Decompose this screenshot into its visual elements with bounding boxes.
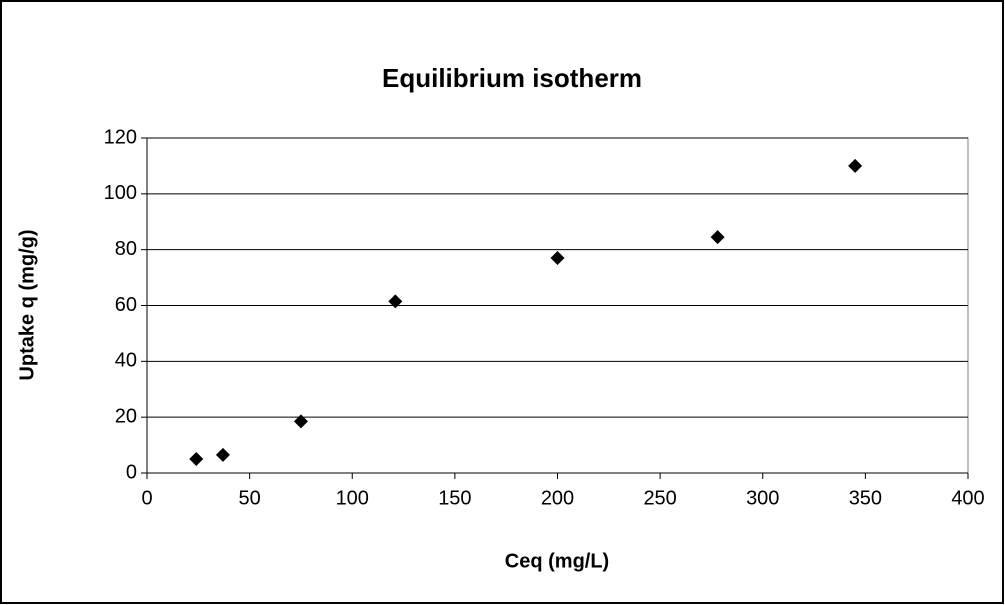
data-point xyxy=(215,447,230,462)
data-point xyxy=(388,294,403,309)
y-tick-label: 80 xyxy=(115,238,137,260)
x-tick-label: 100 xyxy=(336,487,369,509)
x-tick-label: 250 xyxy=(643,487,676,509)
y-tick-label: 40 xyxy=(115,350,137,372)
x-tick-label: 300 xyxy=(746,487,779,509)
data-point xyxy=(293,414,308,429)
x-tick-label: 150 xyxy=(438,487,471,509)
x-axis-label: Ceq (mg/L) xyxy=(505,550,609,572)
chart-title: Equilibrium isotherm xyxy=(382,63,642,93)
x-tick-label: 0 xyxy=(141,487,152,509)
y-tick-label: 20 xyxy=(115,405,137,427)
data-point xyxy=(550,251,565,266)
data-point xyxy=(189,452,204,467)
y-tick-label: 120 xyxy=(104,126,137,148)
x-tick-label: 350 xyxy=(849,487,882,509)
x-tick-label: 50 xyxy=(239,487,261,509)
y-tick-label: 60 xyxy=(115,294,137,316)
data-point xyxy=(848,158,863,173)
x-tick-label: 200 xyxy=(541,487,574,509)
y-tick-label: 0 xyxy=(126,461,137,483)
data-point xyxy=(710,230,725,245)
x-tick-label: 400 xyxy=(951,487,984,509)
y-axis-label: Uptake q (mg/g) xyxy=(16,229,38,380)
y-tick-label: 100 xyxy=(104,182,137,204)
